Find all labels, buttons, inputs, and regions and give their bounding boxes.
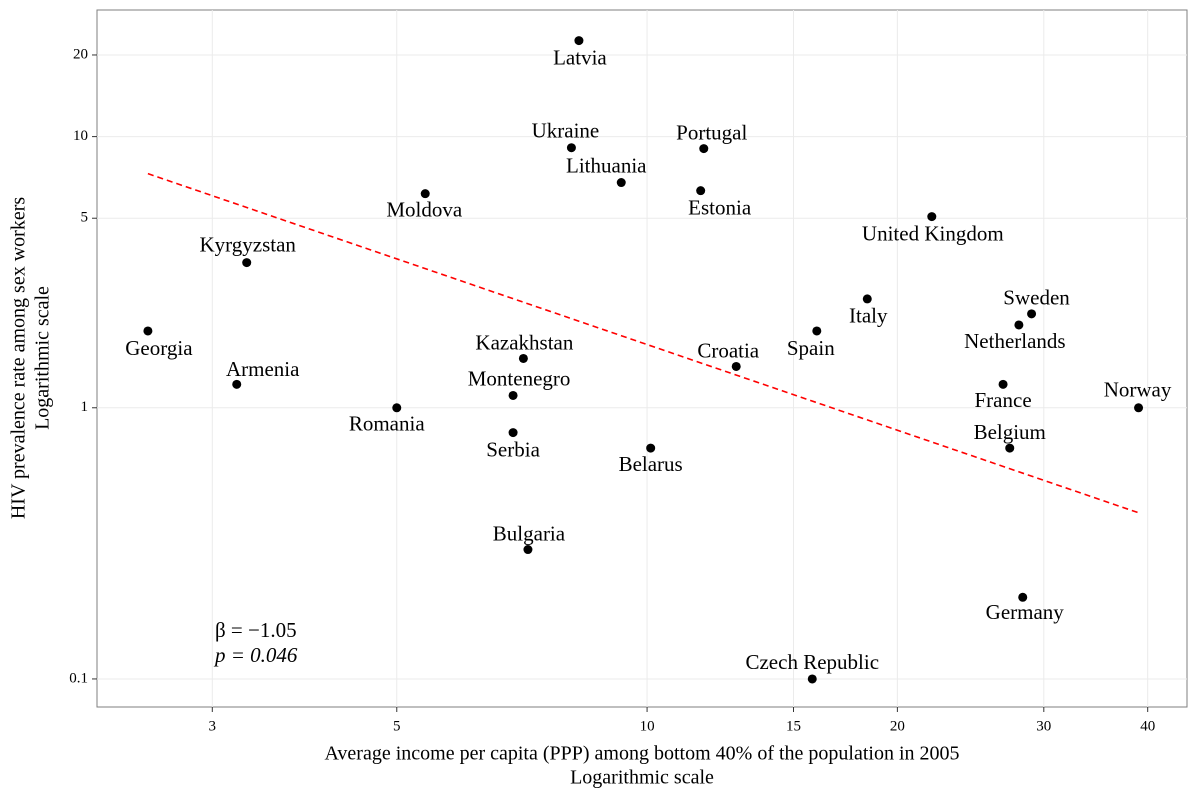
point [696,186,706,196]
x-tick-label: 3 [209,718,217,734]
point [508,428,518,438]
point-label: France [975,388,1032,412]
point-label: Romania [349,412,425,436]
y-axis-label: Logarithmic scale [32,286,54,430]
point [232,379,242,389]
annotation: p = 0.046 [213,643,298,667]
point [1005,443,1015,453]
point [523,545,533,555]
point-label: Belarus [619,452,683,476]
point-label: Germany [986,600,1065,624]
x-tick-label: 30 [1036,718,1051,734]
point-label: Moldova [386,197,463,221]
point [1018,592,1028,602]
point-label: Norway [1104,378,1172,402]
x-tick-label: 15 [786,718,801,734]
point [699,144,709,154]
point-label: Ukraine [532,119,600,143]
point-label: Kyrgyzstan [199,232,296,256]
point [242,258,252,268]
x-tick-label: 10 [640,718,655,734]
point [807,674,817,684]
trend-line [147,172,1139,514]
point-label: Lithuania [566,153,647,177]
point [927,212,937,222]
point-label: Croatia [697,338,759,362]
x-axis-label: Logarithmic scale [570,767,714,789]
point [143,326,153,336]
point [574,36,584,46]
point-label: Bulgaria [493,521,566,545]
point [646,443,656,453]
point-label: Spain [787,336,835,360]
y-axis-label-group: HIV prevalence rate among sex workers Lo… [8,197,54,519]
annotation: β = −1.05 [215,618,297,642]
point [508,390,518,400]
point [420,189,430,199]
point [1027,309,1037,319]
point-label: Belgium [974,420,1046,444]
point [731,361,741,371]
point [1014,320,1024,330]
point [812,326,822,336]
point [518,353,528,363]
y-tick-label: 10 [73,128,88,144]
point-label: Sweden [1003,286,1070,310]
point-label: Czech Republic [745,650,879,674]
y-tick-label: 20 [73,46,88,62]
point-label: Montenegro [468,366,571,390]
y-axis-label: HIV prevalence rate among sex workers [8,197,30,519]
point [392,403,402,413]
point [862,294,872,304]
y-tick-label: 5 [81,210,89,226]
x-axis-label: Average income per capita (PPP) among bo… [324,743,959,765]
point-label: Armenia [226,357,300,381]
point-label: Italy [849,304,888,328]
point-label: Serbia [486,437,540,461]
x-tick-label: 40 [1140,718,1155,734]
x-tick-label: 20 [890,718,905,734]
point [1134,403,1144,413]
point [616,178,626,188]
point [998,379,1008,389]
point-label: United Kingdom [862,221,1004,245]
point-label: Portugal [676,120,747,144]
plot-frame [96,9,1188,708]
y-tick-label: 1 [81,399,89,415]
point-label: Georgia [125,336,193,360]
point-label: Netherlands [964,329,1065,353]
x-tick-label: 5 [393,718,401,734]
point-label: Estonia [688,195,752,219]
y-tick-label: 0.1 [69,670,88,686]
point [566,143,576,153]
point-label: Kazakhstan [475,330,573,354]
point-label: Latvia [553,45,607,69]
